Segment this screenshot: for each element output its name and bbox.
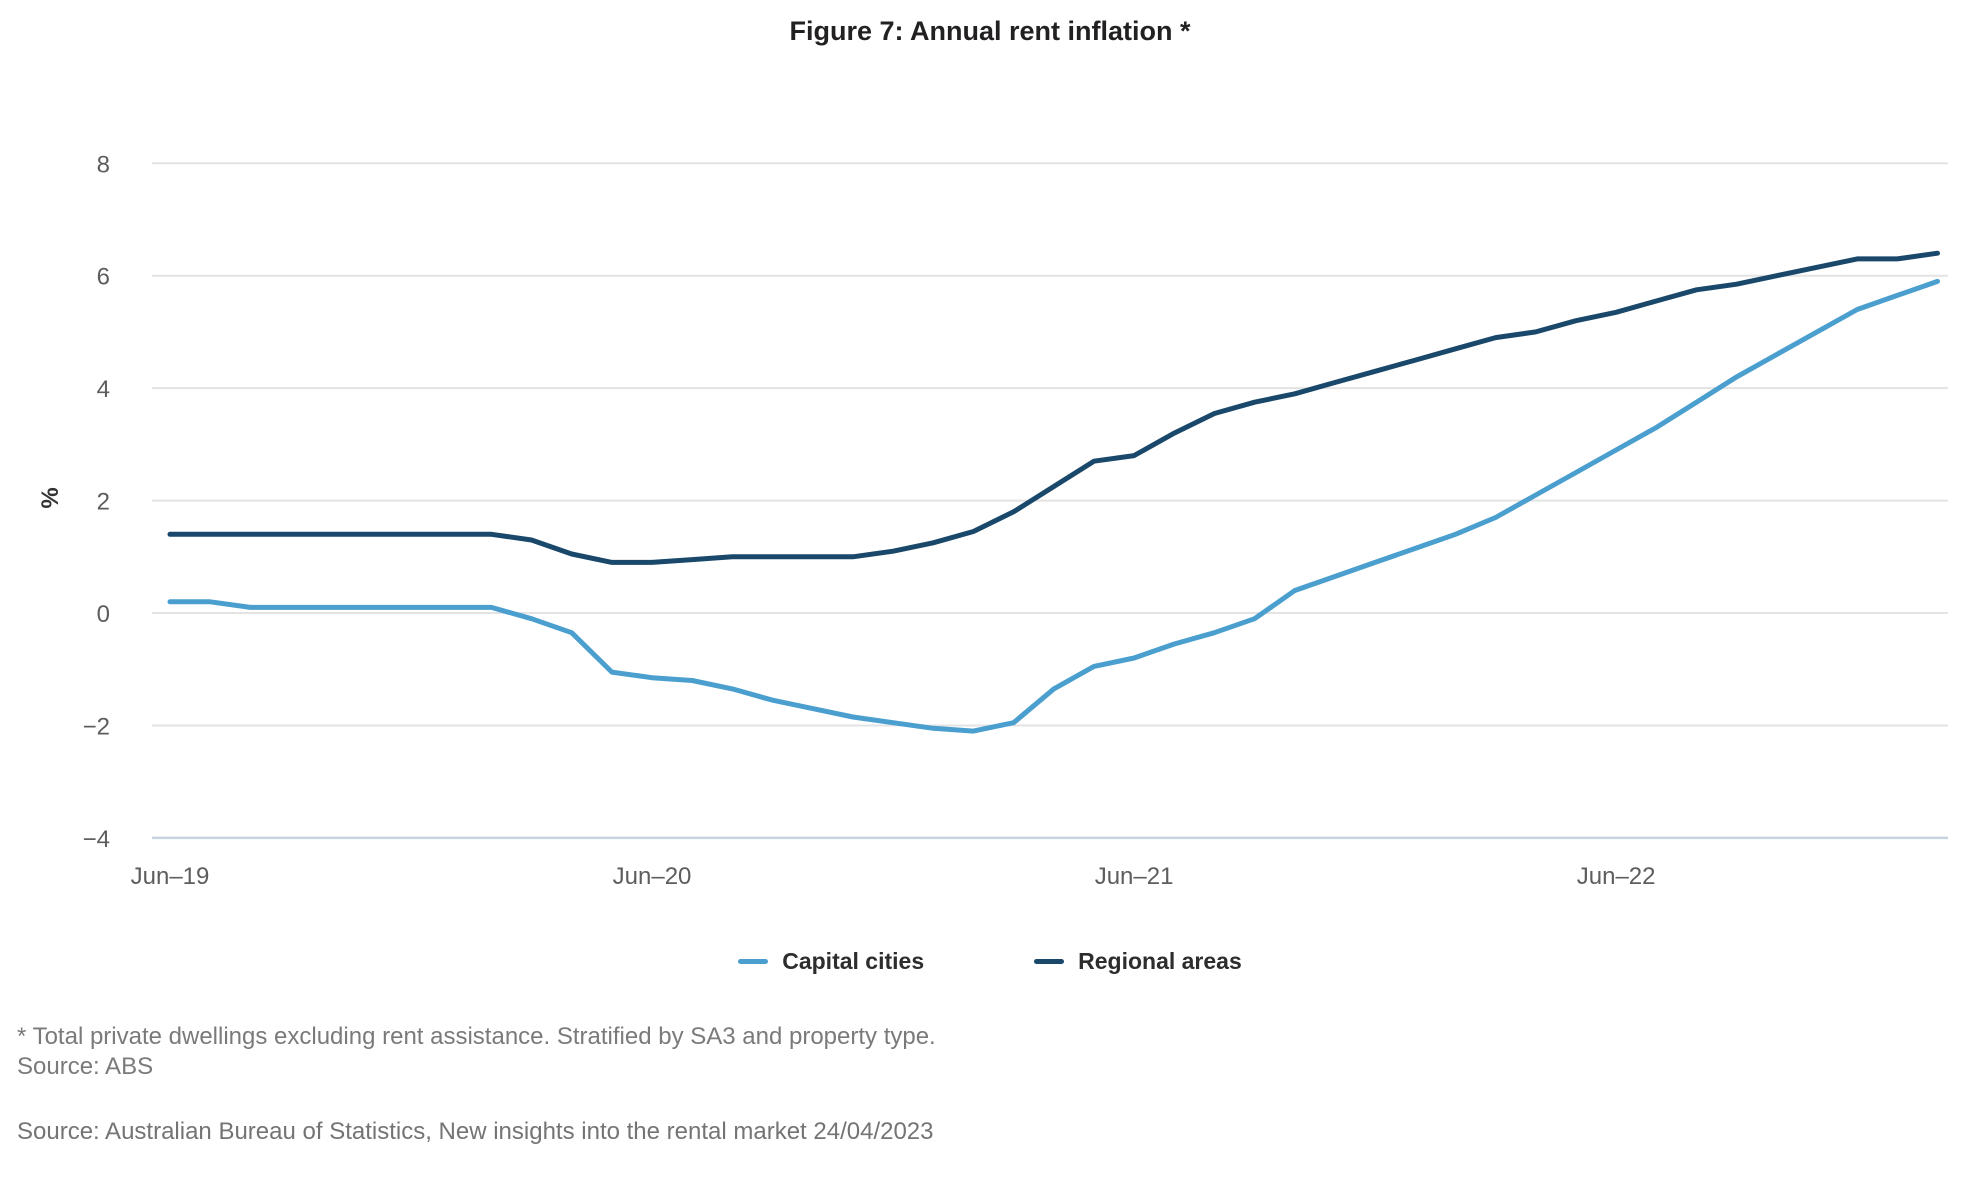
y-tick-label: 0 — [97, 601, 110, 628]
x-tick-label: Jun–20 — [613, 863, 692, 890]
y-tick-label: −2 — [83, 713, 110, 740]
legend-label-capital-cities: Capital cities — [782, 948, 925, 974]
y-tick-label: 8 — [97, 151, 110, 178]
y-tick-label: 4 — [97, 376, 110, 403]
y-tick-label: 2 — [97, 489, 110, 516]
footnote-line-2: Source: ABS — [17, 1053, 154, 1080]
source-attribution: Source: Australian Bureau of Statistics,… — [17, 1118, 934, 1145]
legend-item-capital-cities: Capital cities — [738, 948, 924, 975]
footnote-line-1: * Total private dwellings excluding rent… — [17, 1023, 936, 1050]
y-tick-label: 6 — [97, 264, 110, 291]
legend-label-regional-areas: Regional areas — [1078, 948, 1242, 974]
legend-item-regional-areas: Regional areas — [1034, 948, 1242, 975]
y-axis-unit-label: % — [37, 487, 64, 508]
series-line-capital-cities — [167, 278, 1940, 734]
chart-title: Figure 7: Annual rent inflation * — [789, 16, 1191, 46]
chart-legend: Capital cities Regional areas — [0, 948, 1980, 975]
regional-areas-line-swatch — [1034, 959, 1065, 964]
capital-cities-line-swatch — [738, 959, 769, 964]
chart-canvas: 8 6 4 2 0 −2 −4 Jun–19 Jun–20 Jun–21 Jun–22% — [37, 151, 1948, 890]
x-tick-label: Jun–21 — [1095, 863, 1174, 890]
series-line-regional-areas — [167, 250, 1940, 565]
x-tick-label: Jun–22 — [1577, 863, 1656, 890]
y-tick-label: −4 — [83, 826, 110, 853]
chart-footnote: * Total private dwellings excluding rent… — [17, 1022, 936, 1082]
x-tick-label: Jun–19 — [131, 863, 210, 890]
